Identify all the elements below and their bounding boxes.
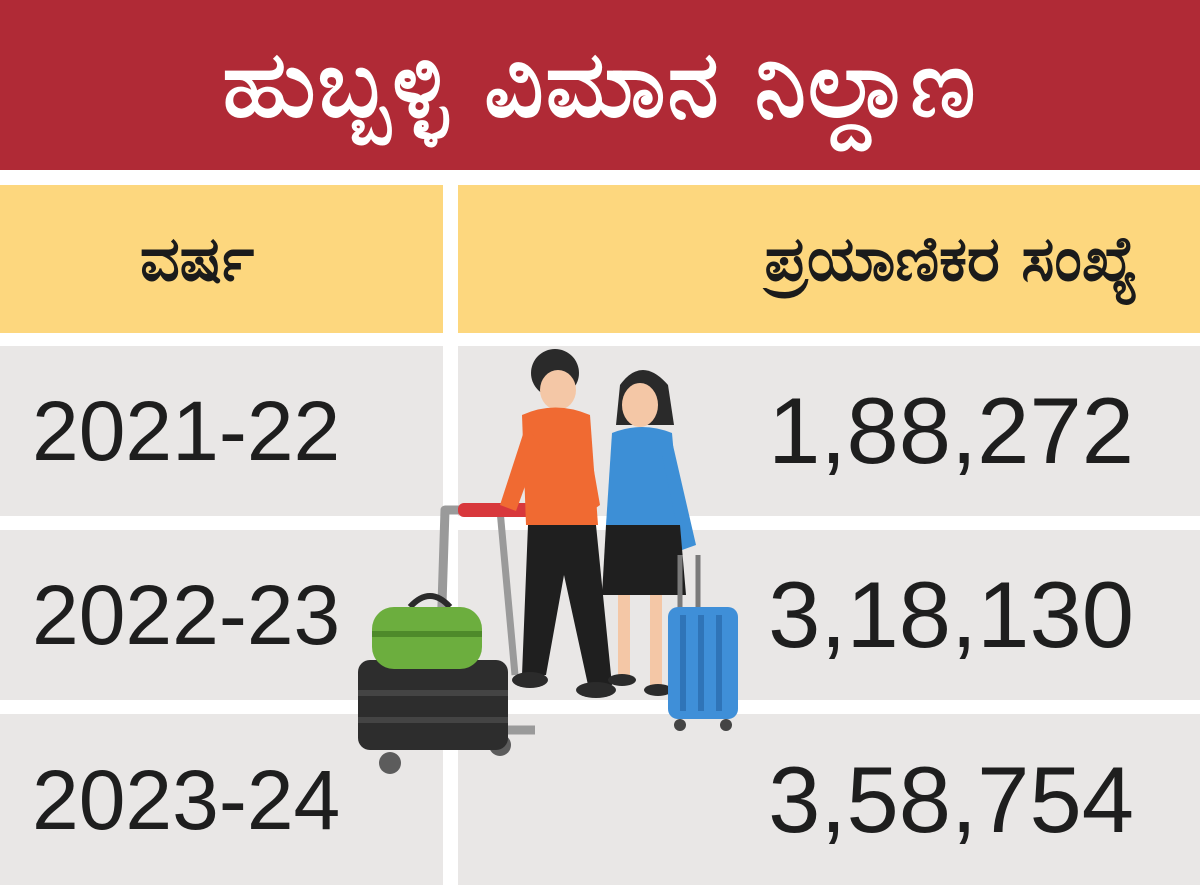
- traveler-couple-icon: [358, 349, 738, 774]
- passenger-count: 1,88,272: [768, 378, 1134, 483]
- duffel-bag-icon: [372, 593, 482, 669]
- title-banner: ಹುಬ್ಬಳ್ಳಿ ವಿಮಾನ ನಿಲ್ದಾಣ: [0, 0, 1200, 170]
- year-value: 2021-22: [32, 384, 341, 478]
- header-year-label: ವರ್ಷ: [140, 222, 255, 295]
- header-year-cell: ವರ್ಷ: [0, 185, 443, 333]
- table-row-passengers: 3,58,754: [458, 714, 1200, 885]
- header-passengers-label: ಪ್ರಯಾಣಿಕರ ಸಂಖ್ಯೆ: [764, 222, 1139, 295]
- year-value: 2022-23: [32, 568, 341, 662]
- suitcase-icon: [668, 555, 738, 731]
- passenger-count: 3,58,754: [768, 746, 1134, 852]
- table-row-year: 2021-22: [0, 346, 443, 516]
- header-passengers-cell: ಪ್ರಯಾಣಿಕರ ಸಂಖ್ಯೆ: [458, 185, 1200, 333]
- passenger-count: 3,18,130: [768, 562, 1134, 667]
- year-value: 2023-24: [32, 752, 341, 847]
- page-title: ಹುಬ್ಬಳ್ಳಿ ವಿಮಾನ ನಿಲ್ದಾಣ: [222, 31, 978, 138]
